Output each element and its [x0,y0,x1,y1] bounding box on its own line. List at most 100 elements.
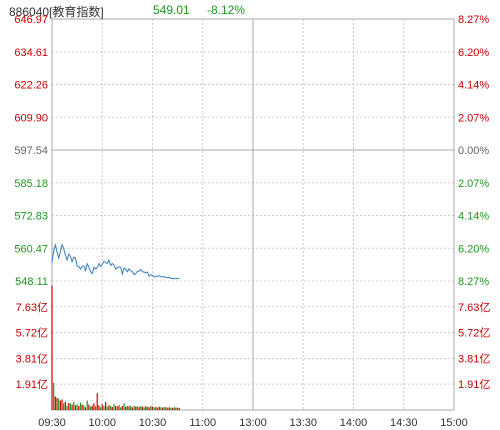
volume-bar [158,406,160,410]
change-percent: -8.12% [207,3,246,17]
volume-bar [130,405,132,410]
volume-bar [178,407,180,410]
volume-bar [111,407,113,410]
volume-bar [103,405,105,410]
volume-bar [58,398,60,410]
price-tick-label: 609.90 [14,112,48,124]
volume-bar [156,407,159,410]
price-tick-label: 548.11 [15,276,48,288]
volume-bar [120,407,122,410]
volume-bar [175,407,177,410]
volume-bars [51,285,180,410]
volume-bar [51,285,53,410]
volume-bar [150,405,152,410]
time-tick-label: 11:00 [189,417,216,429]
index-code-name: 886040[教育指数] [9,5,104,19]
volume-tick-label-right: 1.91亿 [458,378,490,391]
volume-bar [93,403,95,410]
volume-tick-label-right: 3.81亿 [458,352,490,365]
volume-bar [81,404,83,410]
volume-tick-label: 5.72亿 [16,327,48,340]
volume-bar [69,403,72,410]
volume-bar [113,403,115,410]
volume-bar [106,406,108,410]
volume-bar [131,407,133,410]
volume-bar [121,405,123,410]
volume-bar [165,407,167,410]
percent-tick-label: 2.07% [458,112,489,124]
percent-tick-label: 4.14% [458,211,489,223]
volume-tick-label: 1.91亿 [16,378,48,391]
time-tick-label: 15:00 [440,417,468,429]
volume-bar [101,404,103,410]
volume-bar [151,406,154,410]
axis-labels: 646.97 8.27% 634.61 6.20% 622.26 4.14% 609.90 2… [14,14,490,429]
price-tick-label: 597.54 [14,145,48,157]
volume-bar [110,405,112,410]
volume-bar [73,401,75,410]
time-tick-label: 09:30 [38,417,66,429]
price-tick-label: 634.61 [14,47,48,59]
volume-tick-label-right: 5.72亿 [458,327,490,340]
volume-bar [172,407,174,410]
volume-bar [94,406,97,410]
volume-bar [66,405,68,410]
volume-bar [99,407,102,410]
volume-bar [88,404,90,410]
percent-tick-label: 6.20% [458,47,489,59]
volume-bar [123,403,125,410]
volume-bar [145,406,147,410]
price-tick-label: 622.26 [14,80,48,92]
volume-bar [126,405,128,410]
percent-tick-label: 0.00% [458,145,489,157]
time-tick-label: 13:00 [239,417,267,429]
volume-bar [166,407,169,410]
percent-tick-label: 2.07% [458,178,489,190]
time-tick-label: 14:30 [390,417,418,429]
volume-bar [173,407,175,410]
current-price: 549.01 [153,3,190,17]
volume-bar [125,406,127,410]
percent-tick-label: 6.20% [458,243,489,255]
percent-tick-label: 4.14% [458,80,489,92]
volume-bar [115,405,117,410]
volume-bar [155,407,157,410]
time-tick-label: 13:30 [289,417,317,429]
volume-bar [161,407,164,410]
volume-bar [148,407,150,410]
price-tick-label: 572.83 [14,211,48,223]
volume-bar [61,399,63,410]
time-tick-label: 14:00 [340,417,368,429]
volume-bar [135,406,137,410]
grid [51,18,455,411]
volume-bar [74,405,77,410]
volume-bar [79,402,82,410]
volume-bar [76,403,78,410]
percent-tick-label: 8.27% [458,276,489,288]
volume-bar [105,401,107,410]
volume-bar [146,406,149,410]
volume-bar [63,403,65,410]
price-tick-label: 646.97 [14,14,48,26]
volume-bar [163,407,165,410]
volume-bar [143,407,145,410]
volume-bar [168,407,170,410]
volume-bar [116,406,118,410]
volume-bar [56,397,58,410]
volume-bar [141,406,144,410]
volume-bar [177,407,179,410]
time-tick-label: 10:30 [139,417,167,429]
volume-bar [86,400,88,410]
volume-bar [133,405,135,410]
volume-bar [71,404,73,410]
volume-bar [84,407,87,410]
volume-bar [78,405,80,410]
volume-bar [64,401,66,410]
volume-bar [136,406,139,410]
price-line-layer [51,242,180,280]
volume-bar [53,382,55,410]
volume-bar [59,400,61,410]
volume-tick-label-right: 7.63亿 [458,301,490,314]
volume-bar [54,396,56,410]
volume-bar [108,405,110,410]
